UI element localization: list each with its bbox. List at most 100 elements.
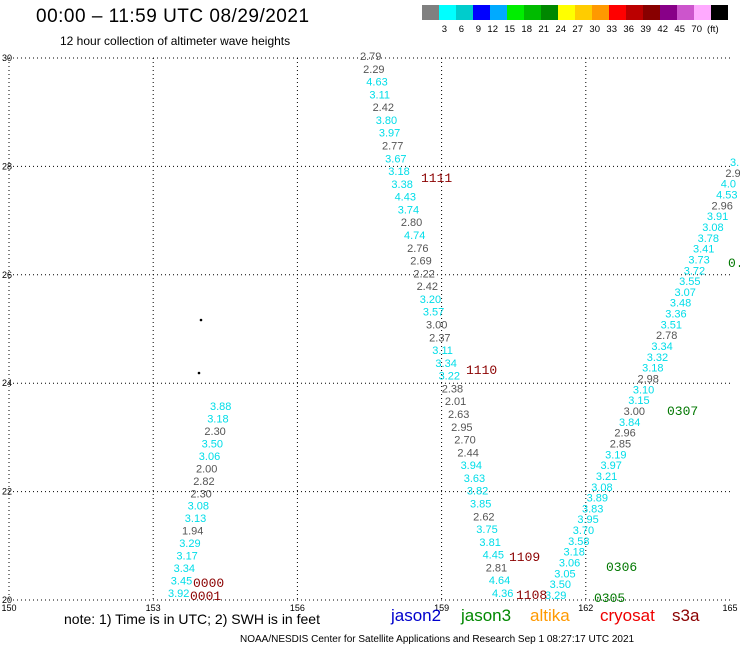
swh-reading: 3.34: [174, 563, 195, 575]
swh-reading: 3.06: [199, 451, 220, 463]
swh-reading: 2.62: [473, 511, 494, 523]
swh-reading: 2.42: [373, 102, 394, 114]
legend-swatch: [592, 5, 609, 20]
swh-reading: 2.78: [656, 330, 677, 342]
swh-reading: 2.85: [610, 438, 631, 450]
legend-swatch: [524, 5, 541, 20]
swh-reading: 2.82: [193, 476, 214, 488]
swh-reading: 3.67: [385, 153, 406, 165]
pass-time-label: 0001: [190, 589, 221, 604]
swh-reading: 4.74: [404, 230, 425, 242]
satellite-label: altika: [530, 606, 570, 625]
pass-time-label: 0000: [193, 576, 224, 591]
legend-swatch: [456, 5, 473, 20]
swh-reading: 3.10: [633, 384, 654, 396]
swh-reading: 3.55: [679, 276, 700, 288]
swh-reading: 3.63: [464, 473, 485, 485]
swh-reading: 3.: [730, 157, 739, 169]
lon-tick-label: 159: [434, 603, 449, 613]
credit-line: NOAA/NESDIS Center for Satellite Applica…: [240, 634, 635, 645]
satellite-label: s3a: [672, 606, 700, 625]
lon-tick-label: 165: [722, 603, 737, 613]
swh-reading: 3.07: [675, 287, 696, 299]
swh-reading: 3.17: [176, 551, 197, 563]
swh-reading: 3.73: [688, 254, 709, 266]
swh-reading: 3.38: [391, 179, 412, 191]
legend-swatch: [422, 5, 439, 20]
swh-reading: 3.85: [470, 499, 491, 511]
pass-time-label: 1110: [466, 363, 497, 378]
swh-reading: 3.51: [661, 319, 682, 331]
legend-label: 12: [487, 24, 498, 35]
swh-reading: 3.22: [439, 371, 460, 383]
legend-label: 9: [475, 24, 481, 35]
swh-reading: 1.94: [182, 526, 203, 538]
swh-reading: 3.06: [559, 558, 580, 570]
swh-reading: 3.97: [601, 460, 622, 472]
legend-swatch: [507, 5, 524, 20]
satellite-label: jason3: [461, 606, 512, 625]
legend-swatch: [439, 5, 456, 20]
legend-swatch: [609, 5, 626, 20]
legend-label: 27: [572, 24, 583, 35]
pass-time-label: 0305: [594, 591, 625, 606]
pass-time-label: 0306: [606, 560, 637, 575]
swh-reading: 3.34: [435, 358, 456, 370]
swh-reading: 2.37: [429, 332, 450, 344]
swh-reading: 3.19: [605, 449, 626, 461]
legend-swatch: [660, 5, 677, 20]
legend-label: 15: [504, 24, 515, 35]
swh-reading: 3.50: [550, 579, 571, 591]
swh-reading: 3.81: [479, 537, 500, 549]
swh-reading: 2.80: [401, 217, 422, 229]
swh-reading: 2.98: [638, 374, 659, 386]
satellite-label: jason2: [391, 606, 442, 625]
swh-reading: 3.11: [369, 89, 390, 101]
legend-label: 6: [458, 24, 464, 35]
legend-label: 70: [691, 24, 702, 35]
lon-tick-label: 153: [146, 603, 161, 613]
legend-swatch: [677, 5, 694, 20]
swh-reading: 3.58: [568, 536, 589, 548]
swh-reading: 2.96: [614, 428, 635, 440]
swh-reading: 4.0: [721, 179, 736, 191]
lat-tick-label: 26: [2, 270, 12, 280]
swh-reading: 3.70: [573, 525, 594, 537]
swh-reading: 3.08: [702, 222, 723, 234]
legend-label: 42: [657, 24, 668, 35]
legend-label: 18: [521, 24, 532, 35]
map-title: 00:00 – 11:59 UTC 08/29/2021: [36, 6, 310, 27]
swh-reading: 3.05: [554, 568, 575, 580]
swh-reading: 2.30: [204, 426, 225, 438]
swh-reading: 3.29: [179, 538, 200, 550]
swh-reading: 3.84: [619, 417, 640, 429]
legend-unit: (ft): [707, 24, 719, 35]
swh-reading: 3.75: [476, 524, 497, 536]
swh-reading: 3.00: [624, 406, 645, 418]
legend-label: 36: [623, 24, 634, 35]
swh-reading: 3.18: [207, 413, 228, 425]
legend-label: 3: [441, 24, 447, 35]
swh-reading: 4.53: [716, 189, 737, 201]
legend-swatch: [626, 5, 643, 20]
pass-time-label: 1108: [516, 588, 547, 603]
swh-reading: 3.50: [202, 438, 223, 450]
swh-reading: 3.88: [210, 401, 231, 413]
swh-reading: 3.29: [545, 590, 566, 602]
swh-reading: 3.41: [693, 244, 714, 256]
legend-swatch: [575, 5, 592, 20]
swh-reading: 3.08: [591, 482, 612, 494]
lon-tick-label: 156: [290, 603, 305, 613]
swh-reading: 3.92: [168, 588, 189, 600]
map-subtitle: 12 hour collection of altimeter wave hei…: [60, 34, 291, 48]
swh-reading: 3.11: [432, 345, 453, 357]
swh-reading: 3.20: [420, 294, 441, 306]
swh-reading: 4.45: [483, 550, 504, 562]
swh-reading: 2.00: [196, 463, 217, 475]
swh-reading: 3.97: [379, 128, 400, 140]
footer-note: note: 1) Time is in UTC; 2) SWH is in fe…: [64, 611, 320, 627]
lat-tick-label: 30: [2, 53, 12, 63]
swh-reading: 3.21: [596, 471, 617, 483]
swh-reading: 3.91: [707, 211, 728, 223]
